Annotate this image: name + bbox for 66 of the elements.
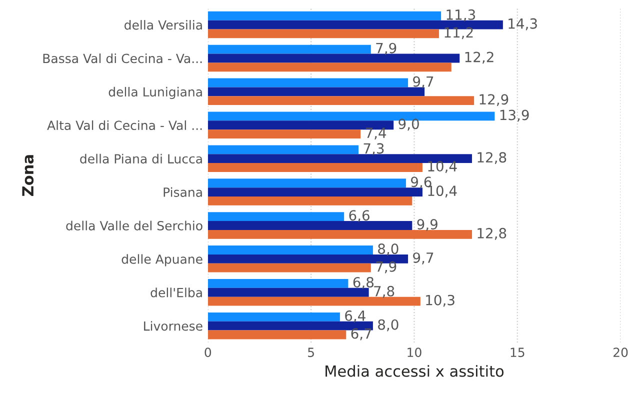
- x-tick-label: 0: [204, 348, 212, 358]
- data-label: 6,6: [349, 210, 370, 222]
- bar: [208, 96, 474, 106]
- bar: [208, 296, 420, 306]
- bar: [208, 29, 439, 38]
- y-tick-label: della Valle del Serchio: [66, 220, 202, 230]
- bar: [208, 221, 412, 230]
- bar: [208, 263, 371, 272]
- bar: [208, 230, 472, 239]
- data-label: 11,2: [444, 27, 473, 40]
- data-label: 9,7: [413, 76, 434, 88]
- data-label: 6,8: [353, 276, 374, 289]
- data-label: 13,9: [500, 110, 529, 122]
- y-tick-label: dell'Elba: [150, 288, 202, 298]
- y-tick-label: Pisana: [164, 187, 202, 197]
- bar: [208, 188, 422, 196]
- data-label: 8,0: [378, 244, 398, 256]
- bar: [208, 145, 359, 154]
- data-label: 9,7: [413, 252, 434, 264]
- bar: [208, 330, 346, 340]
- bar: [208, 278, 348, 288]
- bar: [208, 78, 408, 88]
- data-label: 12,2: [465, 52, 494, 64]
- data-label: 14,3: [508, 18, 537, 30]
- bar: [208, 163, 422, 172]
- data-label: 12,9: [480, 94, 508, 106]
- y-tick-label: delle Apuane: [122, 254, 202, 266]
- y-axis-title: Zona: [22, 155, 34, 196]
- bar: [208, 130, 361, 139]
- bar: [208, 288, 369, 297]
- y-tick-label: Alta Val di Cecina - Val ...: [47, 120, 202, 130]
- bar: [208, 11, 442, 20]
- bar: [208, 178, 406, 188]
- y-tick-label: Bassa Val di Cecina - Va...: [43, 53, 202, 64]
- bar: [208, 62, 452, 72]
- x-tick-label: 5: [308, 348, 314, 358]
- y-tick-label: Livornese: [144, 321, 202, 331]
- y-tick-label: della Piana di Lucca: [80, 154, 202, 164]
- data-label: 10,3: [426, 294, 454, 307]
- data-label: 11,3: [446, 9, 476, 22]
- bar: [208, 44, 371, 54]
- data-label: 7,9: [376, 42, 396, 55]
- bar: [208, 196, 412, 206]
- bar: [208, 212, 344, 222]
- data-label: 9,9: [417, 219, 438, 231]
- data-label: 6,4: [345, 310, 366, 322]
- data-label: 8,0: [378, 319, 398, 332]
- x-tick-label: 15: [510, 348, 524, 358]
- data-label: 6,7: [351, 328, 372, 340]
- data-label: 9,0: [398, 118, 419, 131]
- bar: [208, 54, 460, 63]
- data-label: 7,4: [366, 128, 386, 140]
- bar: [208, 87, 425, 96]
- data-label: 12,8: [478, 152, 506, 164]
- bar: [208, 246, 373, 254]
- y-tick-label: della Versilia: [124, 20, 202, 30]
- data-label: 7,8: [374, 286, 394, 298]
- bar: [208, 312, 340, 322]
- data-label: 12,8: [478, 228, 506, 240]
- data-label: 7,3: [364, 143, 384, 156]
- x-axis-title: Media accessi x assitito: [326, 365, 504, 377]
- x-tick-label: 20: [614, 348, 628, 358]
- data-label: 7,9: [376, 261, 396, 274]
- y-tick-label: della Lunigiana: [108, 86, 202, 100]
- data-label: 10,4: [428, 161, 457, 173]
- x-tick-label: 10: [408, 348, 422, 358]
